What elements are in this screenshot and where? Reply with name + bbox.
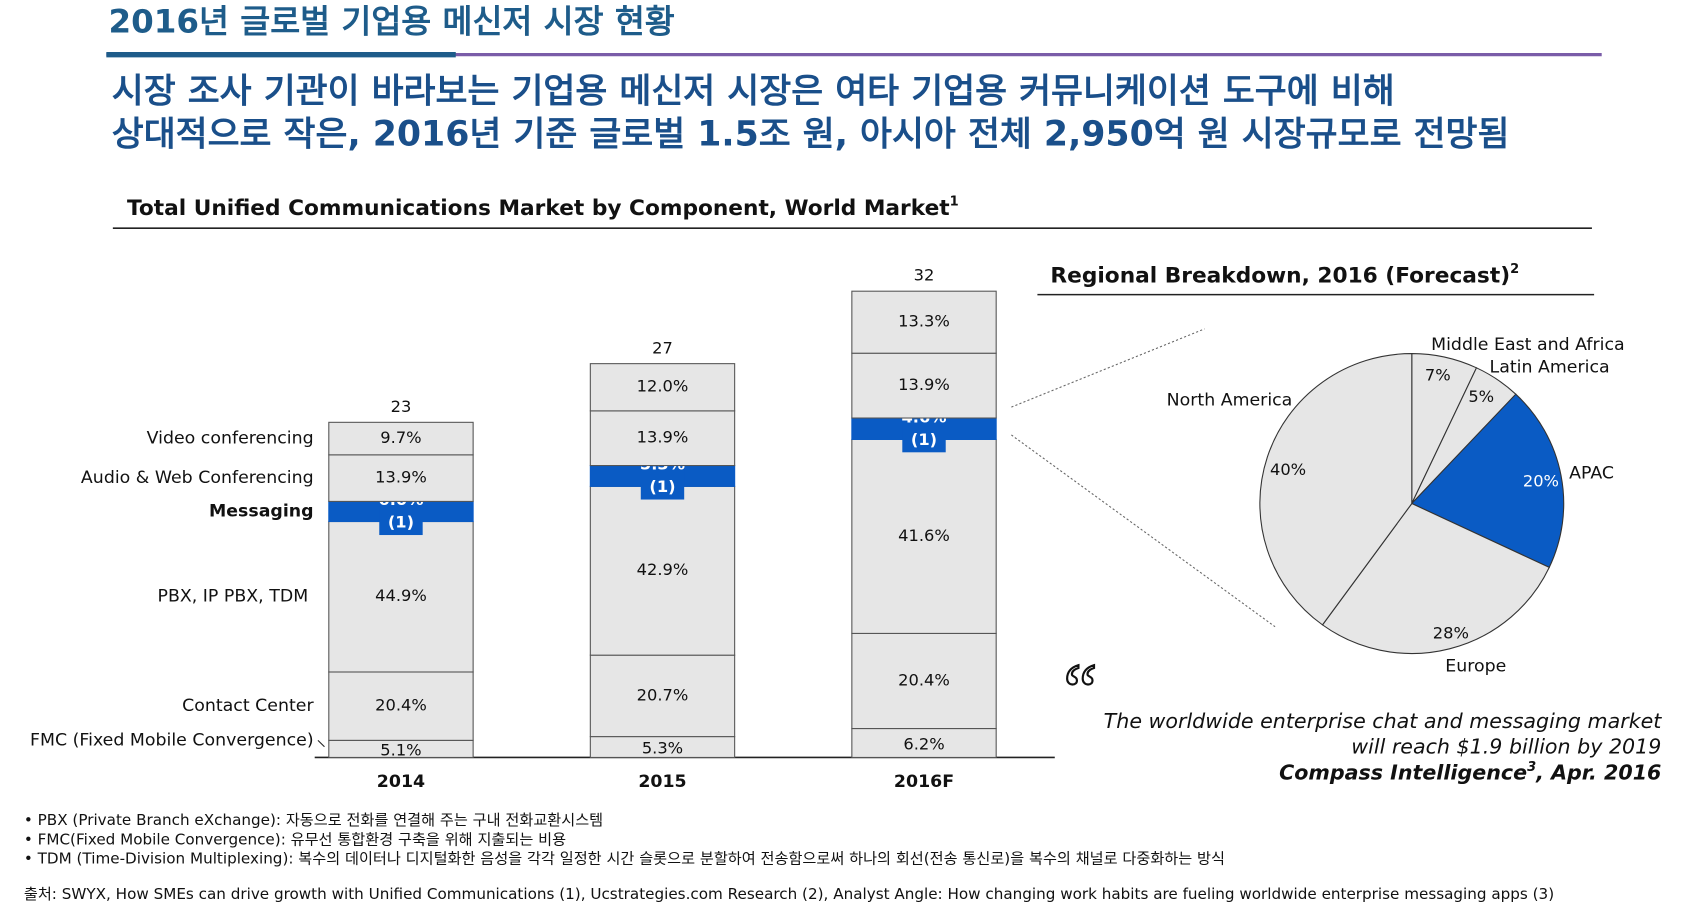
value-note: (1) — [649, 477, 675, 496]
x-tick-label: 2015 — [638, 772, 686, 792]
value-label: 44.9% — [375, 586, 427, 605]
value-label: 13.9% — [375, 468, 427, 487]
bar-segment — [328, 421, 474, 456]
value-label: 12.0% — [637, 377, 689, 396]
quote-source-date: , Apr. 2016 — [1535, 761, 1661, 785]
slice-label: 28% — [1433, 624, 1469, 643]
pie-slice — [1321, 502, 1550, 655]
value-label: 20.4% — [898, 671, 950, 690]
bar-segment — [589, 654, 736, 738]
value-label: 13.3% — [898, 312, 950, 331]
quote-source: Compass Intelligence3, Apr. 2016 — [1279, 760, 1661, 785]
bar-segment — [328, 454, 474, 502]
bar-segment — [328, 520, 474, 673]
slice-label: 5% — [1468, 387, 1494, 406]
note: • PBX (Private Branch eXchange): 자동으로 전화… — [24, 811, 603, 829]
ref: 1 — [950, 194, 959, 209]
ref: 2 — [1510, 261, 1519, 276]
subtitle-line: 시장 조사 기관이 바라보는 기업용 메신저 시장은 여타 기업용 커뮤니케이션… — [112, 72, 1395, 112]
slice-label: 20% — [1523, 472, 1559, 491]
bar-segment — [589, 485, 736, 656]
slice-name: APAC — [1569, 464, 1614, 484]
bar-segment — [851, 290, 997, 354]
source: 출처: SWYX, How SMEs can drive growth with… — [24, 885, 1554, 903]
leader — [317, 739, 325, 748]
quote-mark: “ — [1063, 650, 1097, 732]
legend-label: Audio & Web Conferencing — [81, 468, 314, 488]
note: • TDM (Time-Division Multiplexing): 복수의 … — [24, 850, 1225, 868]
slice-name: North America — [1167, 391, 1293, 411]
value-label: 20.7% — [637, 685, 689, 704]
total-label: 27 — [652, 339, 673, 358]
slice-label: 7% — [1425, 366, 1451, 385]
chart-title-text: Total Unified Communications Market by C… — [127, 196, 950, 221]
value-label: 5.3% — [642, 739, 683, 758]
legend-label: PBX, IP PBX, TDM — [158, 587, 309, 607]
value-note: (1) — [911, 430, 937, 449]
bar-segment — [851, 727, 997, 758]
pie-title-text: Regional Breakdown, 2016 (Forecast) — [1050, 263, 1510, 288]
quote-line: The worldwide enterprise chat and messag… — [1104, 709, 1663, 733]
legend-label: FMC (Fixed Mobile Convergence) — [30, 730, 314, 750]
slice-name: Europe — [1445, 656, 1506, 676]
quote-source-name: Compass Intelligence — [1279, 761, 1527, 785]
value-label: 5.1% — [380, 741, 421, 760]
legend-label: Contact Center — [182, 696, 314, 716]
legend-label: Video conferencing — [147, 429, 314, 449]
slice-label: 40% — [1270, 460, 1306, 479]
bar-segment — [328, 671, 474, 741]
pie-slice — [1410, 393, 1565, 569]
value-label: 13.9% — [898, 375, 950, 394]
slide-title: 2016년 글로벌 기업용 메신저 시장 현황 — [109, 3, 675, 41]
value-label: 9.7% — [380, 428, 421, 447]
note: • FMC(Fixed Mobile Convergence): 유무선 통합환… — [24, 830, 566, 848]
x-tick-label: 2014 — [377, 772, 425, 792]
quote-line: will reach $1.9 billion by 2019 — [1351, 735, 1661, 759]
chart-title: Total Unified Communications Market by C… — [127, 194, 959, 221]
value-label: 42.9% — [637, 560, 689, 579]
x-tick-label: 2016F — [894, 772, 954, 792]
connector — [1011, 328, 1205, 408]
value-label: 41.6% — [898, 526, 950, 545]
subtitle-line: 상대적으로 작은, 2016년 기준 글로벌 1.5조 원, 아시아 전체 2,… — [112, 115, 1510, 155]
value-label: 13.9% — [637, 428, 689, 447]
value-note: (1) — [388, 513, 414, 532]
ref: 3 — [1527, 760, 1536, 775]
value-label: 20.4% — [375, 696, 427, 715]
slice-name: Latin America — [1490, 358, 1610, 378]
connector — [1011, 434, 1276, 628]
bar-segment — [589, 410, 736, 467]
bar-segment — [589, 363, 736, 412]
slice-name: Middle East and Africa — [1431, 335, 1625, 355]
value-label: 6.2% — [903, 735, 944, 754]
total-label: 23 — [391, 397, 412, 416]
legend-label: Messaging — [209, 502, 314, 522]
bar-segment — [851, 352, 997, 419]
pie-slice — [1259, 353, 1413, 626]
pie-title: Regional Breakdown, 2016 (Forecast)2 — [1050, 261, 1519, 288]
total-label: 32 — [914, 266, 935, 285]
